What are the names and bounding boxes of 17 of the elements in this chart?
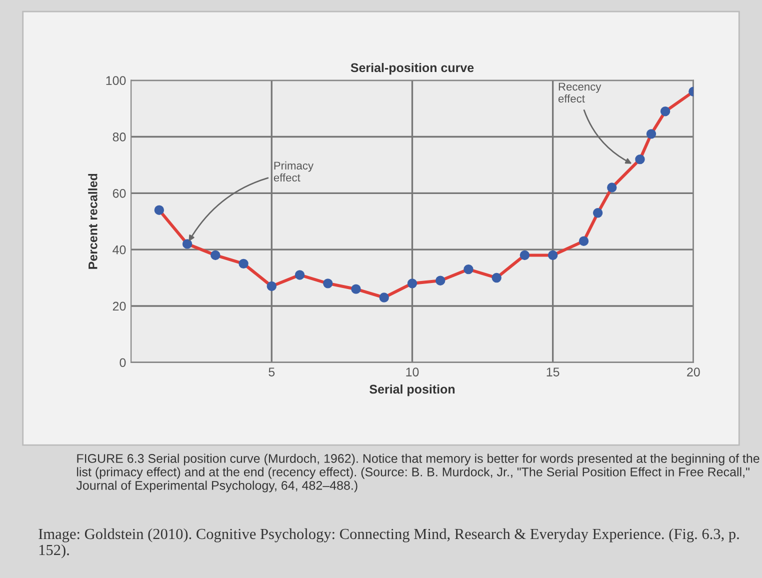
- annotation: Primacy effect: [274, 161, 314, 182]
- y-tick-label: 40: [112, 245, 126, 254]
- x-axis-title: Serial position: [370, 384, 455, 396]
- x-tick-label: 20: [687, 368, 700, 376]
- x-tick-label: 5: [268, 368, 275, 376]
- caption: FIGURE 6.3 Serial position curve (Murdoch, 1962). Notice that memory is better for words presented at the beginning of the list (primacy effect) and at the end (recency effect). (Source: B. B. Murdock, Jr., "The Serial Position Effect in Free Recall," Journal of Experimental Psychology, 64, 482–488.): [76, 454, 760, 492]
- y-tick-label: 60: [112, 188, 126, 198]
- y-tick-label: 100: [106, 76, 126, 85]
- x-tick-label: 15: [546, 368, 560, 376]
- chart-title: Serial-position curve: [350, 62, 474, 75]
- y-axis-title: Percent recalled: [88, 174, 98, 269]
- y-tick-label: 20: [112, 302, 126, 311]
- text: Image: Goldstein (2010). Cognitive Psychology: Connecting Mind, Research & Everyday Experience. (Fig. 6.3, p. 152).: [38, 528, 739, 558]
- annotation: Recency effect: [558, 82, 602, 103]
- y-tick-label: 80: [112, 132, 126, 142]
- y-tick-label: 0: [120, 358, 126, 368]
- x-tick-label: 10: [406, 368, 419, 376]
